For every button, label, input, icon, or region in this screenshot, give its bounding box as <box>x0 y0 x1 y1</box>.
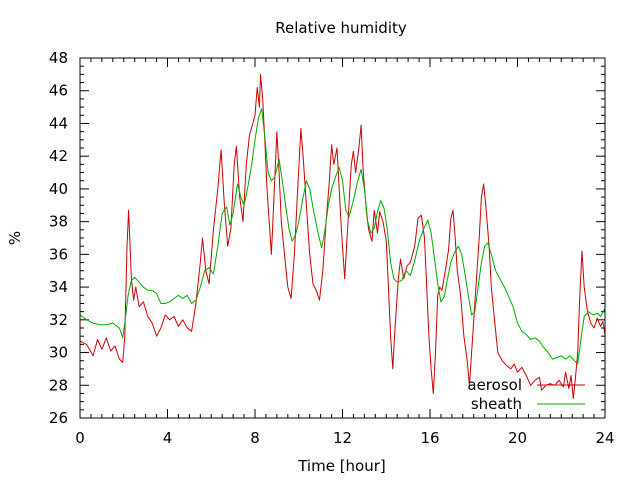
x-tick-label: 4 <box>163 429 173 447</box>
y-tick-label: 28 <box>49 376 68 394</box>
plot-frame <box>79 57 606 419</box>
x-tick-label: 0 <box>75 429 85 447</box>
y-tick-label: 36 <box>49 245 68 263</box>
y-tick-label: 44 <box>49 114 68 132</box>
y-tick-label: 46 <box>49 82 68 100</box>
series-line-aerosol <box>79 73 606 399</box>
y-tick-label: 38 <box>49 213 68 231</box>
series-lines <box>79 73 606 399</box>
legend-label-aerosol: aerosol <box>467 376 522 394</box>
chart-title: Relative humidity <box>275 19 407 37</box>
x-axis-label: Time [hour] <box>297 457 386 475</box>
series-line-sheath <box>79 108 606 365</box>
x-tick-label: 20 <box>508 429 527 447</box>
y-tick-label: 32 <box>49 311 68 329</box>
y-axis-label: % <box>6 231 24 245</box>
axis-ticks <box>79 57 606 419</box>
x-tick-label: 16 <box>420 429 439 447</box>
legend-label-sheath: sheath <box>471 395 522 413</box>
y-tick-label: 40 <box>49 180 68 198</box>
x-tick-label: 8 <box>250 429 260 447</box>
x-tick-label: 24 <box>595 429 614 447</box>
y-tick-label: 34 <box>49 278 68 296</box>
y-tick-label: 48 <box>49 49 68 67</box>
y-tick-label: 30 <box>49 344 68 362</box>
y-tick-label: 26 <box>49 409 68 427</box>
x-tick-label: 12 <box>333 429 352 447</box>
y-tick-label: 42 <box>49 147 68 165</box>
